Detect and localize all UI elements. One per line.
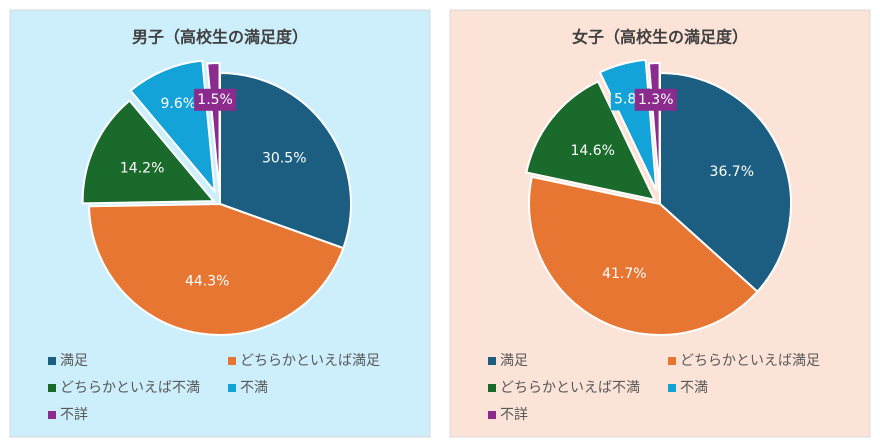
data-label: 36.7% xyxy=(710,164,754,180)
data-label: 9.6% xyxy=(160,96,196,112)
pie-slice xyxy=(528,175,759,336)
legend-swatch xyxy=(488,357,496,365)
legend-swatch xyxy=(488,411,496,419)
legend-swatch xyxy=(48,411,56,419)
legend-swatch xyxy=(228,357,236,365)
legend-label: 満足 xyxy=(60,353,88,369)
data-label: 44.3% xyxy=(185,274,229,290)
legend-label: 不満 xyxy=(680,380,708,396)
legend-swatch xyxy=(48,384,56,392)
data-label: 14.6% xyxy=(570,143,614,159)
pie-slice xyxy=(88,202,345,336)
data-label: 41.7% xyxy=(602,266,646,282)
legend-label: どちらかといえば満足 xyxy=(240,353,380,369)
pie-slice xyxy=(81,99,216,205)
pie-slice xyxy=(525,80,657,202)
legend-label: 不詳 xyxy=(60,407,88,423)
label-box xyxy=(634,88,677,111)
legend-label: どちらかといえば不満 xyxy=(60,380,200,396)
chart-title: 女子（高校生の満足度） xyxy=(572,28,748,47)
pie-slice xyxy=(659,71,792,294)
data-label: 1.5% xyxy=(197,92,233,108)
pie-slice xyxy=(219,71,352,250)
chart-title: 男子（高校生の満足度） xyxy=(132,28,308,47)
data-label: 14.2% xyxy=(120,160,164,176)
legend-label: 不詳 xyxy=(500,407,528,423)
legend-label: どちらかといえば不満 xyxy=(500,380,640,396)
data-label: 30.5% xyxy=(262,151,306,167)
data-label: 1.3% xyxy=(638,92,674,108)
label-box xyxy=(194,88,237,111)
legend-swatch xyxy=(48,357,56,365)
legend-label: どちらかといえば満足 xyxy=(680,353,820,369)
legend-label: 満足 xyxy=(500,353,528,369)
legend-swatch xyxy=(488,384,496,392)
legend-swatch xyxy=(668,384,676,392)
legend-swatch xyxy=(228,384,236,392)
legend-swatch xyxy=(668,357,676,365)
label-box xyxy=(157,93,200,116)
legend-label: 不満 xyxy=(240,380,268,396)
